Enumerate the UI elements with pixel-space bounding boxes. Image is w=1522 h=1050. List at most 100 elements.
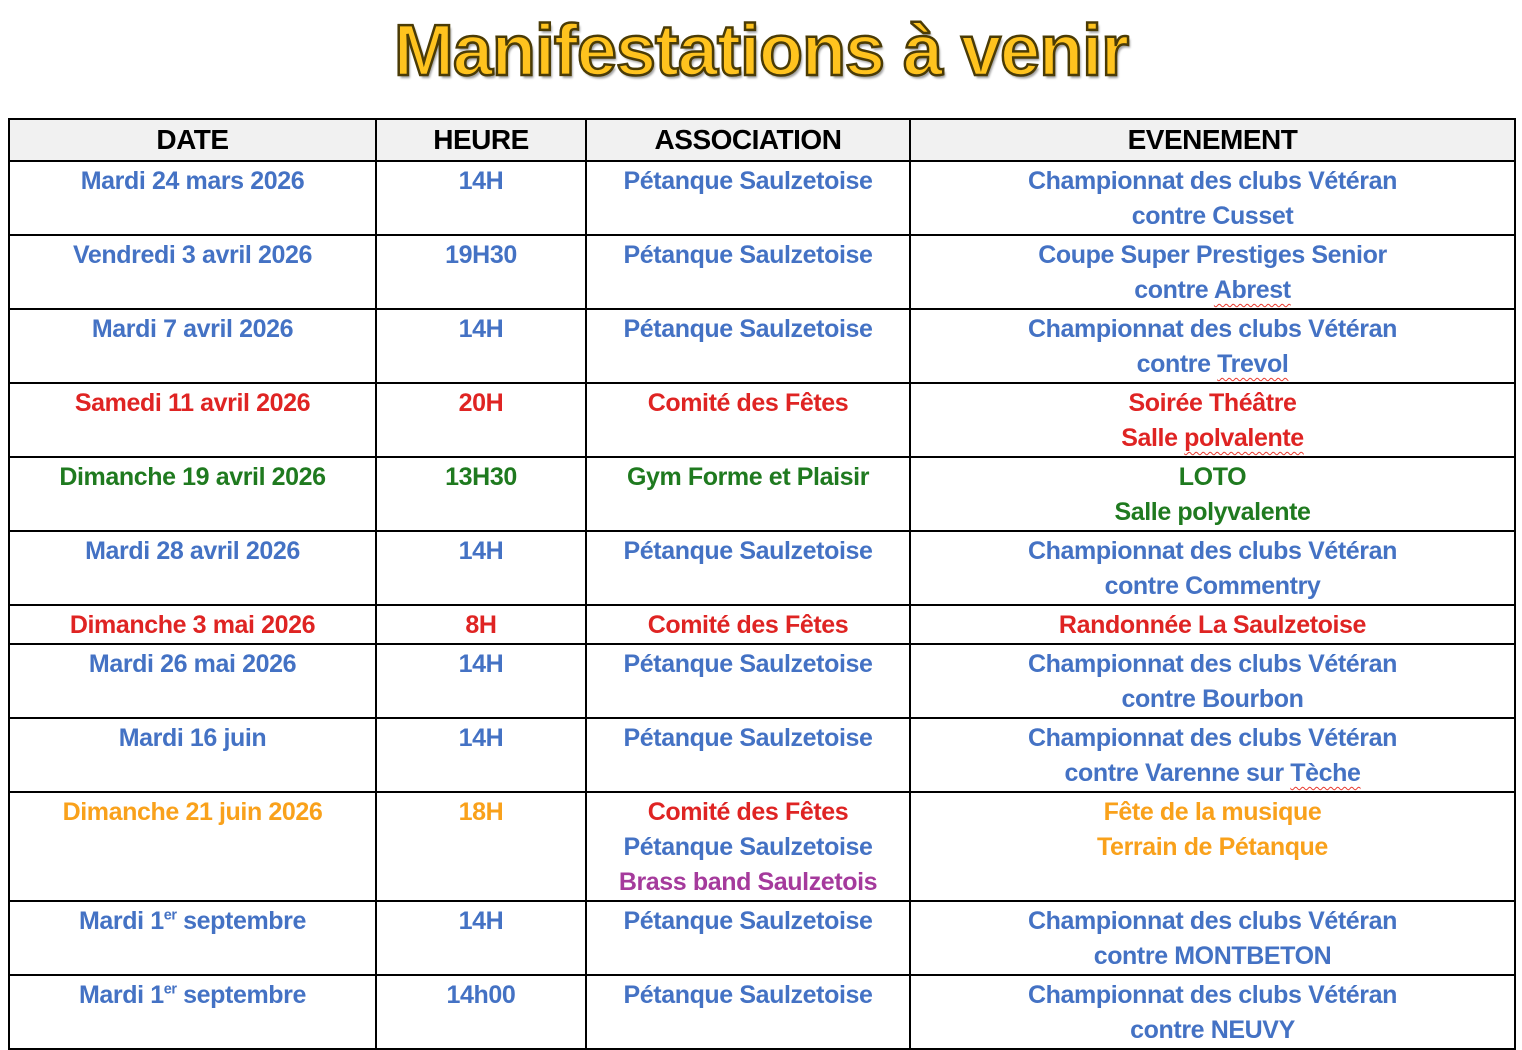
text-segment: Pétanque Saulzetoise bbox=[623, 315, 873, 343]
cell-date: Samedi 11 avril 2026 bbox=[8, 382, 377, 458]
text-segment: 14H bbox=[458, 167, 504, 195]
text-segment: er bbox=[163, 907, 177, 924]
cell-line: Randonnée La Saulzetoise bbox=[915, 608, 1510, 642]
text-segment: Salle polyvalente bbox=[1114, 498, 1311, 526]
text-segment: contre Cusset bbox=[1131, 202, 1294, 230]
text-segment: Championnat des clubs Vétéran bbox=[1027, 537, 1398, 565]
cell-association: Gym Forme et Plaisir bbox=[585, 456, 911, 532]
table-row: Mardi 16 juin 14H Pétanque Saulzetoise Cham… bbox=[8, 717, 1516, 793]
cell-date: Vendredi 3 avril 2026 bbox=[8, 234, 377, 310]
column-header-association: ASSOCIATION bbox=[585, 118, 911, 162]
text-segment: Coupe Super Prestiges Senior bbox=[1038, 241, 1387, 269]
cell-line: Pétanque Saulzetoise bbox=[591, 164, 905, 199]
cell-association: Pétanque Saulzetoise bbox=[585, 308, 911, 384]
cell-date: Dimanche 19 avril 2026 bbox=[8, 456, 377, 532]
cell-line: contre Trevol bbox=[915, 347, 1510, 381]
text-segment: Tèche bbox=[1290, 759, 1361, 787]
text-segment: Samedi 11 avril 2026 bbox=[74, 389, 311, 417]
text-segment: 20H bbox=[458, 389, 504, 417]
table-row: Samedi 11 avril 2026 20H Comité des Fêtes S… bbox=[8, 382, 1516, 458]
text-segment: Comité des Fêtes bbox=[647, 798, 849, 826]
text-segment: septembre bbox=[176, 981, 307, 1009]
text-segment: 14H bbox=[458, 537, 504, 565]
text-segment: Pétanque Saulzetoise bbox=[623, 907, 873, 935]
text-segment: Abrest bbox=[1213, 276, 1291, 304]
cell-evenement: Championnat des clubs Vétéran contre Vare… bbox=[909, 717, 1516, 793]
text-segment: 8H bbox=[465, 611, 497, 639]
cell-line: Mardi 1er septembre bbox=[14, 904, 371, 939]
cell-date: Dimanche 3 mai 2026 bbox=[8, 604, 377, 645]
text-segment: Salle bbox=[1121, 424, 1185, 452]
cell-date: Mardi 26 mai 2026 bbox=[8, 643, 377, 719]
text-segment: Randonnée La Saulzetoise bbox=[1058, 611, 1367, 639]
text-segment: Championnat des clubs Vétéran bbox=[1027, 907, 1398, 935]
cell-heure: 14H bbox=[375, 717, 587, 793]
text-segment: 14H bbox=[458, 315, 504, 343]
table-row: Mardi 24 mars 2026 14H Pétanque Saulzetois… bbox=[8, 160, 1516, 236]
cell-line: contre Varenne sur Tèche bbox=[915, 756, 1510, 790]
cell-line: 14H bbox=[381, 647, 581, 682]
text-segment: contre Commentry bbox=[1104, 572, 1321, 600]
cell-line: Coupe Super Prestiges Senior bbox=[915, 238, 1510, 273]
text-segment: Mardi 28 avril 2026 bbox=[85, 537, 300, 565]
cell-evenement: Fête de la musique Terrain de Pétanque bbox=[909, 791, 1516, 902]
page-title: Manifestations à venir bbox=[393, 10, 1131, 93]
text-segment: Pétanque Saulzetoise bbox=[623, 167, 873, 195]
text-segment: 18H bbox=[458, 798, 504, 826]
text-segment: Championnat des clubs Vétéran bbox=[1027, 315, 1398, 343]
cell-line: Pétanque Saulzetoise bbox=[591, 238, 905, 273]
cell-line: Championnat des clubs Vétéran bbox=[915, 721, 1510, 756]
text-segment: 19H30 bbox=[445, 241, 517, 269]
cell-line: 14h00 bbox=[381, 978, 581, 1013]
cell-line: Championnat des clubs Vétéran bbox=[915, 647, 1510, 682]
cell-line: Comité des Fêtes bbox=[591, 795, 905, 830]
table-row: Mardi 1er septembre 14h00 Pétanque Saulzet… bbox=[8, 974, 1516, 1050]
cell-line: 8H bbox=[381, 608, 581, 642]
table-row: Mardi 1er septembre 14H Pétanque Saulzetoi… bbox=[8, 900, 1516, 976]
cell-date: Mardi 24 mars 2026 bbox=[8, 160, 377, 236]
cell-evenement: Championnat des clubs Vétéran contre MONT… bbox=[909, 900, 1516, 976]
text-segment: Mardi 1 bbox=[78, 907, 164, 935]
cell-line: 13H30 bbox=[381, 460, 581, 495]
cell-heure: 14h00 bbox=[375, 974, 587, 1050]
cell-line: LOTO bbox=[915, 460, 1510, 495]
cell-line: contre Commentry bbox=[915, 569, 1510, 603]
text-segment: contre Varenne sur bbox=[1064, 759, 1291, 787]
text-segment: Mardi 16 juin bbox=[118, 724, 267, 752]
cell-date: Mardi 7 avril 2026 bbox=[8, 308, 377, 384]
cell-heure: 18H bbox=[375, 791, 587, 902]
text-segment: Dimanche 3 mai 2026 bbox=[69, 611, 316, 639]
cell-evenement: Championnat des clubs Vétéran contre Bour… bbox=[909, 643, 1516, 719]
cell-line: Mardi 28 avril 2026 bbox=[14, 534, 371, 569]
cell-line: 20H bbox=[381, 386, 581, 421]
text-segment: Mardi 1 bbox=[78, 981, 164, 1009]
text-segment: Mardi 24 mars 2026 bbox=[80, 167, 305, 195]
cell-line: Comité des Fêtes bbox=[591, 608, 905, 642]
cell-heure: 20H bbox=[375, 382, 587, 458]
text-segment: Comité des Fêtes bbox=[647, 611, 849, 639]
text-segment: er bbox=[163, 981, 177, 998]
cell-evenement: Randonnée La Saulzetoise bbox=[909, 604, 1516, 645]
cell-line: Mardi 26 mai 2026 bbox=[14, 647, 371, 682]
cell-line: 14H bbox=[381, 534, 581, 569]
cell-association: Pétanque Saulzetoise bbox=[585, 160, 911, 236]
text-segment: Pétanque Saulzetoise bbox=[623, 241, 873, 269]
cell-line: Dimanche 21 juin 2026 bbox=[14, 795, 371, 830]
cell-association: Pétanque Saulzetoise bbox=[585, 974, 911, 1050]
cell-date: Dimanche 21 juin 2026 bbox=[8, 791, 377, 902]
cell-line: Dimanche 19 avril 2026 bbox=[14, 460, 371, 495]
text-segment: Championnat des clubs Vétéran bbox=[1027, 167, 1398, 195]
text-segment: contre Bourbon bbox=[1121, 685, 1304, 713]
cell-line: Pétanque Saulzetoise bbox=[591, 647, 905, 682]
column-header-date: DATE bbox=[8, 118, 377, 162]
cell-evenement: LOTO Salle polyvalente bbox=[909, 456, 1516, 532]
cell-heure: 8H bbox=[375, 604, 587, 645]
text-segment: Gym Forme et Plaisir bbox=[626, 463, 870, 491]
cell-line: Soirée Théâtre bbox=[915, 386, 1510, 421]
cell-heure: 14H bbox=[375, 530, 587, 606]
column-header-evenement: EVENEMENT bbox=[909, 118, 1516, 162]
cell-association: Pétanque Saulzetoise bbox=[585, 717, 911, 793]
cell-association: Pétanque Saulzetoise bbox=[585, 900, 911, 976]
text-segment: Dimanche 21 juin 2026 bbox=[62, 798, 323, 826]
events-table: DATE HEURE ASSOCIATION EVENEMENT Mardi 24 m… bbox=[8, 118, 1516, 1050]
